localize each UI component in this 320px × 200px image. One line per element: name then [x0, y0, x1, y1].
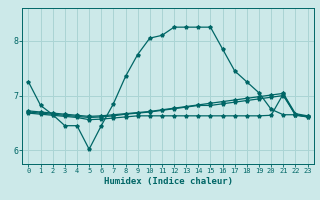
X-axis label: Humidex (Indice chaleur): Humidex (Indice chaleur) [103, 177, 233, 186]
